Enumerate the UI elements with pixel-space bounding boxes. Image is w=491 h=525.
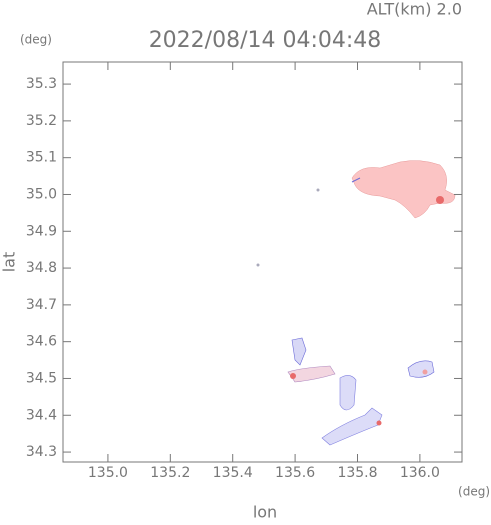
y-tick-label: 34.9 <box>26 223 57 239</box>
y-tick-label: 34.7 <box>26 297 57 313</box>
x-axis-label: lon <box>253 503 277 522</box>
plot-frame <box>62 61 463 463</box>
y-unit: (deg) <box>20 33 52 47</box>
y-tick-label: 34.4 <box>26 407 57 423</box>
y-tick-label: 35.3 <box>26 76 57 92</box>
y-tick-label: 34.3 <box>26 444 57 460</box>
y-tick-label: 34.6 <box>26 334 57 350</box>
y-tick-label: 35.0 <box>26 186 57 202</box>
x-tick-label: 135.6 <box>275 465 315 481</box>
y-axis-label: lat <box>0 252 19 273</box>
x-tick-label: 136.0 <box>400 465 440 481</box>
x-tick-label: 135.4 <box>213 465 253 481</box>
x-unit: (deg) <box>458 485 490 499</box>
chart-title: 2022/08/14 04:04:48 <box>149 28 382 53</box>
y-tick-label: 34.5 <box>26 370 57 386</box>
y-tick-label: 35.1 <box>26 150 57 166</box>
echo-areas <box>256 160 456 446</box>
x-tick-label: 135.0 <box>88 465 128 481</box>
x-tick-label: 135.2 <box>150 465 190 481</box>
altitude-label: ALT(km) 2.0 <box>367 0 462 19</box>
y-tick-label: 35.2 <box>26 113 57 129</box>
x-tick-label: 135.8 <box>337 465 377 481</box>
y-tick-label: 34.8 <box>26 260 57 276</box>
